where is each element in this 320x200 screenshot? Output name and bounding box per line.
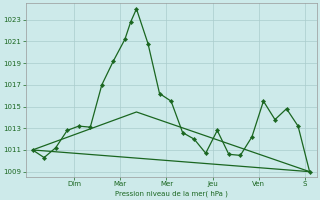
X-axis label: Pression niveau de la mer( hPa ): Pression niveau de la mer( hPa ) (115, 190, 228, 197)
